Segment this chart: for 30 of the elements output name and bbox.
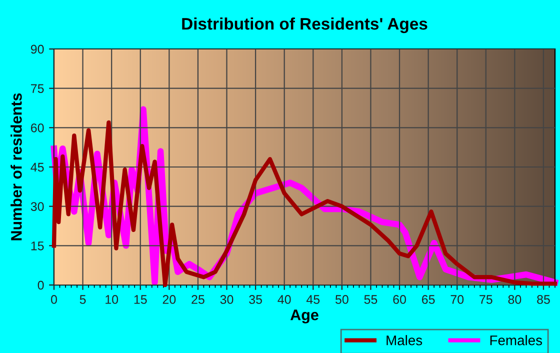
x-tick-label: 5 <box>80 295 86 304</box>
x-tick-label: 45 <box>306 295 320 304</box>
y-tick-label: 0 <box>38 280 44 290</box>
x-tick-label: 25 <box>192 295 204 304</box>
x-tick-label: 85 <box>537 295 550 304</box>
x-tick-label: 35 <box>249 295 262 304</box>
y-tick-label: 90 <box>30 44 44 54</box>
x-tick-label: 70 <box>450 295 464 304</box>
x-tick-label: 0 <box>51 295 57 304</box>
x-tick-label: 60 <box>393 295 406 304</box>
x-tick-label: 10 <box>106 295 118 304</box>
y-axis-title: Number of residents <box>10 93 22 240</box>
x-tick-label: 75 <box>480 295 492 304</box>
x-tick-label: 80 <box>508 295 522 304</box>
x-axis-title: Age <box>290 310 318 324</box>
chart-title: Distribution of Residents' Ages <box>182 17 428 34</box>
x-tick-label: 20 <box>162 295 176 304</box>
y-tick-label: 45 <box>30 162 44 172</box>
x-tick-label: 15 <box>134 295 147 304</box>
x-tick-label: 65 <box>422 295 435 304</box>
y-tick-label: 60 <box>31 123 44 132</box>
x-tick-label: 50 <box>335 295 348 304</box>
legend-label: Males <box>386 335 422 346</box>
x-tick-label: 30 <box>220 295 234 304</box>
y-tick-label: 30 <box>30 202 44 211</box>
x-tick-label: 40 <box>278 295 291 304</box>
y-tick-label: 15 <box>31 242 44 250</box>
x-tick-label: 55 <box>364 295 378 304</box>
y-tick-label: 75 <box>31 84 44 93</box>
legend-label: Females <box>490 335 542 346</box>
